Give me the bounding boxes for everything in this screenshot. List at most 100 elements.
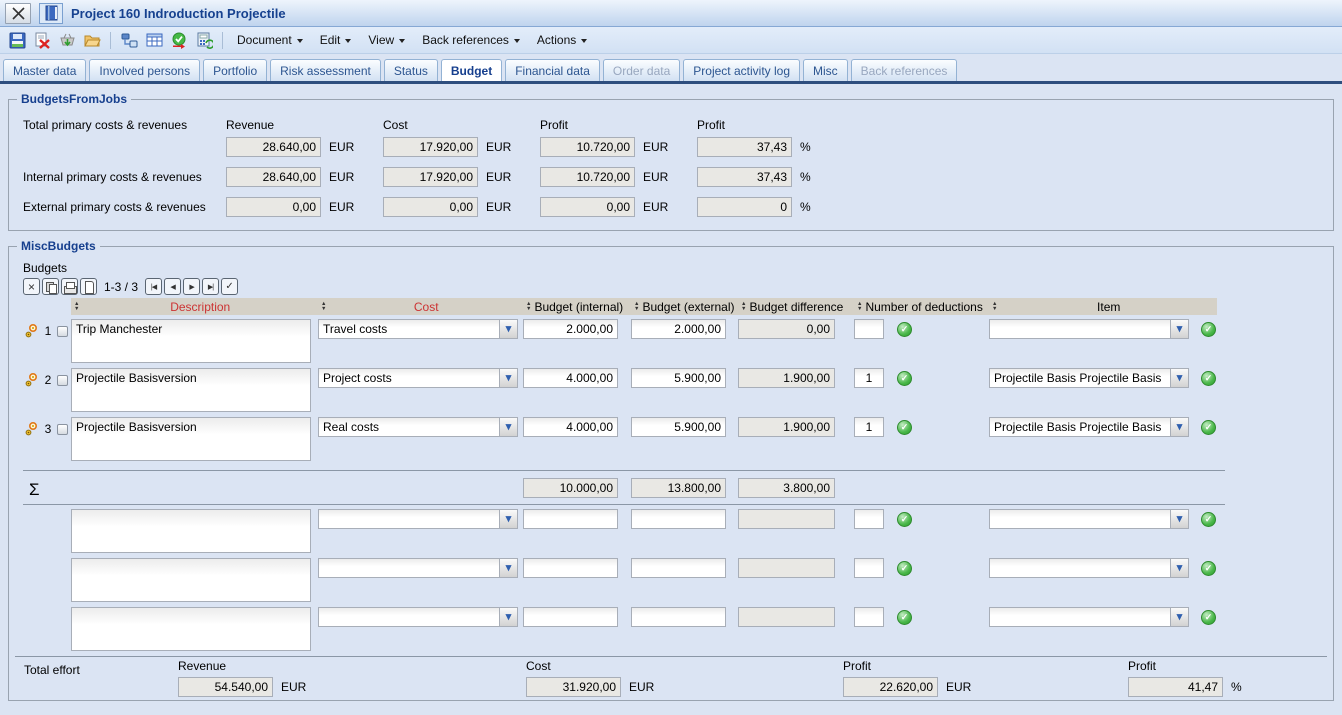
previous-page-icon[interactable]: ◀ xyxy=(164,278,181,295)
description-input[interactable] xyxy=(71,509,311,553)
description-input[interactable] xyxy=(71,607,311,651)
tab-involved-persons[interactable]: Involved persons xyxy=(89,59,200,81)
item-select[interactable] xyxy=(989,319,1189,339)
deductions-input[interactable] xyxy=(854,417,884,437)
remove-icon[interactable]: × xyxy=(23,278,40,295)
tab-master-data[interactable]: Master data xyxy=(3,59,86,81)
print-icon[interactable] xyxy=(61,278,78,295)
caret-down-icon xyxy=(297,39,303,43)
cost-type-select[interactable] xyxy=(318,509,518,529)
deductions-input[interactable] xyxy=(854,607,884,627)
budget-internal-input[interactable] xyxy=(523,319,618,339)
menu-back-references[interactable]: Back references xyxy=(415,30,527,50)
ok-check-icon[interactable] xyxy=(1201,371,1216,386)
deductions-input[interactable] xyxy=(854,368,884,388)
budget-internal-input[interactable] xyxy=(523,368,618,388)
tab-portfolio[interactable]: Portfolio xyxy=(203,59,267,81)
ok-check-icon[interactable] xyxy=(897,420,912,435)
copy-icon[interactable] xyxy=(42,278,59,295)
ok-check-icon[interactable] xyxy=(897,561,912,576)
sort-icon[interactable] xyxy=(857,302,862,311)
menu-edit[interactable]: Edit xyxy=(313,30,359,50)
description-input[interactable]: Projectile Basisversion xyxy=(71,368,311,412)
sort-icon[interactable] xyxy=(321,302,326,311)
budget-external-input[interactable] xyxy=(631,417,726,437)
sort-icon[interactable] xyxy=(634,302,639,311)
budget-internal-input[interactable] xyxy=(523,607,618,627)
budget-external-input[interactable] xyxy=(631,368,726,388)
confirm-button[interactable] xyxy=(168,29,190,51)
tab-project-activity-log[interactable]: Project activity log xyxy=(683,59,800,81)
row-checkbox[interactable] xyxy=(57,424,68,435)
tab-status[interactable]: Status xyxy=(384,59,438,81)
item-select[interactable]: Projectile Basis Projectile Basis xyxy=(989,368,1189,388)
description-input[interactable]: Projectile Basisversion xyxy=(71,417,311,461)
ok-check-icon[interactable] xyxy=(897,512,912,527)
ok-check-icon[interactable] xyxy=(897,322,912,337)
menu-view[interactable]: View xyxy=(361,30,412,50)
budget-external-input[interactable] xyxy=(631,558,726,578)
tab-financial-data[interactable]: Financial data xyxy=(505,59,600,81)
ok-check-icon[interactable] xyxy=(1201,322,1216,337)
budget-external-input[interactable] xyxy=(631,319,726,339)
keys-icon[interactable] xyxy=(25,421,39,437)
item-select[interactable]: Projectile Basis Projectile Basis xyxy=(989,417,1189,437)
budget-internal-input[interactable] xyxy=(523,417,618,437)
deductions-input[interactable] xyxy=(854,558,884,578)
unit-label: EUR xyxy=(643,200,668,214)
document-type-button[interactable] xyxy=(39,3,63,24)
external-profit-pct-field xyxy=(697,197,792,217)
sort-icon[interactable] xyxy=(741,302,746,311)
deductions-input[interactable] xyxy=(854,319,884,339)
deductions-input[interactable] xyxy=(854,509,884,529)
ok-check-icon[interactable] xyxy=(1201,610,1216,625)
item-select[interactable] xyxy=(989,558,1189,578)
tab-misc[interactable]: Misc xyxy=(803,59,848,81)
description-input[interactable] xyxy=(71,558,311,602)
next-page-icon[interactable]: ▶ xyxy=(183,278,200,295)
keys-icon[interactable] xyxy=(25,323,39,339)
budget-external-input[interactable] xyxy=(631,509,726,529)
menu-actions[interactable]: Actions xyxy=(530,30,594,50)
recalculate-button[interactable] xyxy=(193,29,215,51)
ok-check-icon[interactable] xyxy=(1201,512,1216,527)
budget-internal-input[interactable] xyxy=(523,509,618,529)
cost-type-select[interactable]: Real costs xyxy=(318,417,518,437)
ok-check-icon[interactable] xyxy=(1201,420,1216,435)
ok-check-icon[interactable] xyxy=(897,371,912,386)
last-page-icon[interactable]: ▶| xyxy=(202,278,219,295)
description-input[interactable]: Trip Manchester xyxy=(71,319,311,363)
close-button[interactable] xyxy=(5,3,31,24)
sort-icon[interactable] xyxy=(992,302,997,311)
import-button[interactable] xyxy=(56,29,78,51)
tab-budget[interactable]: Budget xyxy=(441,59,502,81)
first-page-icon[interactable]: |◀ xyxy=(145,278,162,295)
keys-icon[interactable] xyxy=(25,372,39,388)
budget-internal-input[interactable] xyxy=(523,558,618,578)
row-checkbox[interactable] xyxy=(57,375,68,386)
tab-risk-assessment[interactable]: Risk assessment xyxy=(270,59,381,81)
delete-button[interactable] xyxy=(31,29,53,51)
ok-check-icon[interactable] xyxy=(897,610,912,625)
budget-external-input[interactable] xyxy=(631,607,726,627)
cost-type-select[interactable] xyxy=(318,607,518,627)
cost-type-select[interactable] xyxy=(318,558,518,578)
table-view-button[interactable] xyxy=(143,29,165,51)
cost-type-select[interactable]: Travel costs xyxy=(318,319,518,339)
divider xyxy=(23,504,1225,505)
open-folder-button[interactable] xyxy=(81,29,103,51)
sort-icon[interactable] xyxy=(74,302,79,311)
save-button[interactable] xyxy=(6,29,28,51)
row-checkbox[interactable] xyxy=(57,326,68,337)
new-page-icon[interactable] xyxy=(80,278,97,295)
structure-button[interactable] xyxy=(118,29,140,51)
item-select[interactable] xyxy=(989,607,1189,627)
item-select[interactable] xyxy=(989,509,1189,529)
menu-document[interactable]: Document xyxy=(230,30,310,50)
sort-icon[interactable] xyxy=(526,302,531,311)
ok-check-icon[interactable] xyxy=(1201,561,1216,576)
budgets-table-header: Description Cost Budget (internal) Budge… xyxy=(23,298,1333,315)
cost-type-select[interactable]: Project costs xyxy=(318,368,518,388)
budget-row: 2 Projectile Basisversion Project costs … xyxy=(23,368,1333,413)
apply-icon[interactable]: ✓ xyxy=(221,278,238,295)
